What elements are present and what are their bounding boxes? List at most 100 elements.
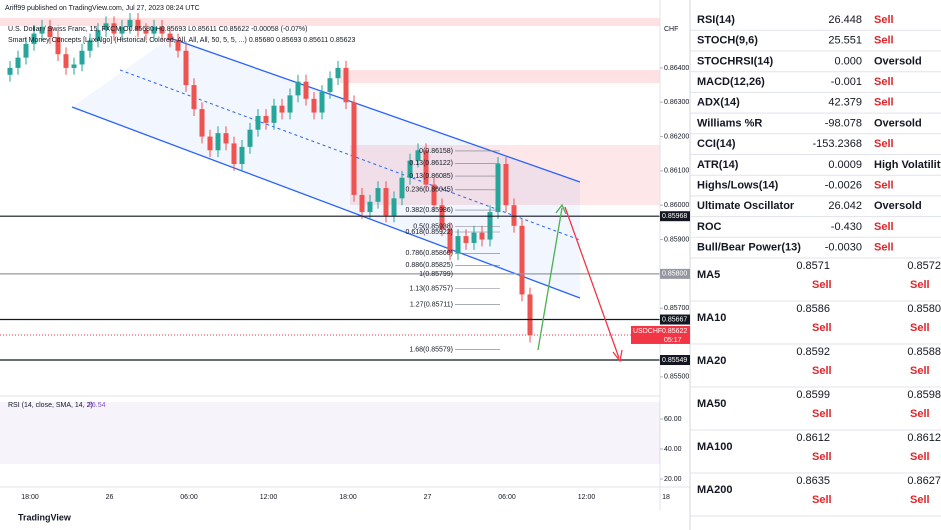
candle-body: [191, 85, 197, 110]
ema-value: 0.8572: [907, 260, 941, 272]
y-tick-label: 0.85900: [664, 236, 689, 243]
candle-body: [231, 143, 237, 165]
ema-action: Sell: [910, 279, 930, 291]
ma-value: 0.8571: [796, 260, 830, 272]
candle-body: [471, 232, 477, 243]
indicator-value: 26.042: [828, 200, 862, 212]
indicator-value: 0.000: [834, 55, 862, 67]
candle-body: [207, 136, 213, 151]
candle-body: [135, 19, 141, 31]
ema-action: Sell: [910, 322, 930, 334]
supply-zone: [0, 18, 660, 26]
indicator-name: Highs/Lows(14): [697, 180, 779, 192]
ema-value: 0.8612: [907, 432, 941, 444]
marks: [0, 13, 660, 361]
candle-body: [159, 26, 165, 34]
candle-body: [175, 40, 181, 51]
candle-body: [287, 95, 293, 113]
candle-body: [47, 26, 53, 38]
ema-action: Sell: [910, 408, 930, 420]
ma-action: Sell: [812, 279, 832, 291]
indicator-value: -0.001: [831, 76, 862, 88]
rsi-tick-label: 20.00: [664, 476, 682, 483]
rsi-tick-label: 60.00: [664, 416, 682, 423]
level-box: [660, 268, 690, 279]
current-symbol: USDCHF: [633, 328, 662, 335]
fib-label: 0.786(0.85860): [406, 250, 453, 257]
ema-value: 0.8627: [907, 475, 941, 487]
ma-action: Sell: [812, 494, 832, 506]
candle-body: [183, 50, 189, 86]
down-arrow: [564, 206, 620, 359]
y-tick-label: 0.85500: [664, 374, 689, 381]
candle-body: [519, 225, 525, 295]
candle-body: [87, 40, 93, 51]
indicator-action: Sell: [874, 180, 894, 192]
y-tick-label: 0.86100: [664, 168, 689, 175]
fib-label: 1.27(0.85711): [410, 301, 453, 308]
level-label: 0.85667: [662, 316, 687, 323]
ma-action: Sell: [812, 365, 832, 377]
rsi-tick-label: 40.00: [664, 446, 682, 453]
indicator-name: CCI(14): [697, 138, 736, 150]
indicator-name: STOCH(9,6): [697, 35, 758, 47]
fib-label: 0(0.86158): [419, 148, 453, 155]
candle-body: [55, 37, 61, 55]
ma-name: MA10: [697, 312, 726, 324]
candle-body: [23, 43, 29, 58]
candle-body: [487, 212, 493, 240]
x-tick-label: 12:00: [260, 494, 278, 501]
candle-body: [447, 229, 453, 254]
ma-name: MA200: [697, 484, 732, 496]
indicator-action: High Volatility: [874, 159, 941, 171]
ma-name: MA20: [697, 355, 726, 367]
fib-label: 1(0.85799): [419, 271, 453, 278]
level-box: [660, 211, 690, 222]
indicator-name: Williams %R: [697, 117, 762, 129]
indicator-name: Ultimate Oscillator: [697, 200, 795, 212]
down-arrow-head: [612, 349, 623, 363]
candle-body: [199, 109, 205, 137]
x-tick-label: 26: [106, 494, 114, 501]
candle-body: [111, 23, 117, 34]
fib-label: 0.13(0.86085): [409, 173, 453, 180]
level-box: [660, 314, 690, 325]
channel-mid: [119, 69, 581, 241]
indicator-action: Sell: [874, 35, 894, 47]
candle-body: [383, 188, 389, 216]
indicator-line: Smart Money Concepts [LuxAlgo] (Historic…: [8, 37, 355, 44]
indicator-action: Oversold: [874, 200, 922, 212]
indicator-value: 0.0009: [828, 159, 862, 171]
indicator-action: Sell: [874, 242, 894, 254]
channel-fill: [72, 38, 580, 298]
x-tick-label: 27: [424, 494, 432, 501]
footer: TradingView: [18, 512, 72, 522]
level-label: 0.85549: [662, 357, 687, 364]
indicator-name: MACD(12,26): [697, 76, 765, 88]
fib-label: 0.886(0.85825): [406, 262, 453, 269]
indicator-name: STOCHRSI(14): [697, 55, 774, 67]
fib-label: 0.13(0.86122): [409, 160, 453, 167]
x-tick-label: 18:00: [21, 494, 39, 501]
indicator-name: RSI(14): [697, 14, 735, 26]
indicator-action: Sell: [874, 97, 894, 109]
ema-action: Sell: [910, 365, 930, 377]
rsi-title: RSI (14, close, SMA, 14, 2): [8, 402, 93, 409]
candle-body: [431, 184, 437, 206]
candle-body: [391, 198, 397, 216]
rsi-band: [0, 402, 660, 464]
fib-label: 0.236(0.86045): [406, 187, 453, 194]
indicator-value: -153.2368: [812, 138, 862, 150]
up-arrow-head: [555, 203, 567, 215]
indicator-name: ADX(14): [697, 97, 740, 109]
indicator-name: Bull/Bear Power(13): [697, 242, 801, 254]
candle-body: [103, 23, 109, 31]
current-price: 0.85622: [662, 328, 687, 335]
indicator-value: -0.0026: [825, 180, 862, 192]
x-tick-label: 06:00: [498, 494, 516, 501]
candle-body: [399, 177, 405, 199]
header: Ariff99 published on TradingView.com, Ju…: [5, 5, 200, 12]
supply-zone: [340, 70, 660, 83]
current-box: [631, 325, 690, 344]
fib-label: 0.5(0.85938): [413, 223, 453, 230]
